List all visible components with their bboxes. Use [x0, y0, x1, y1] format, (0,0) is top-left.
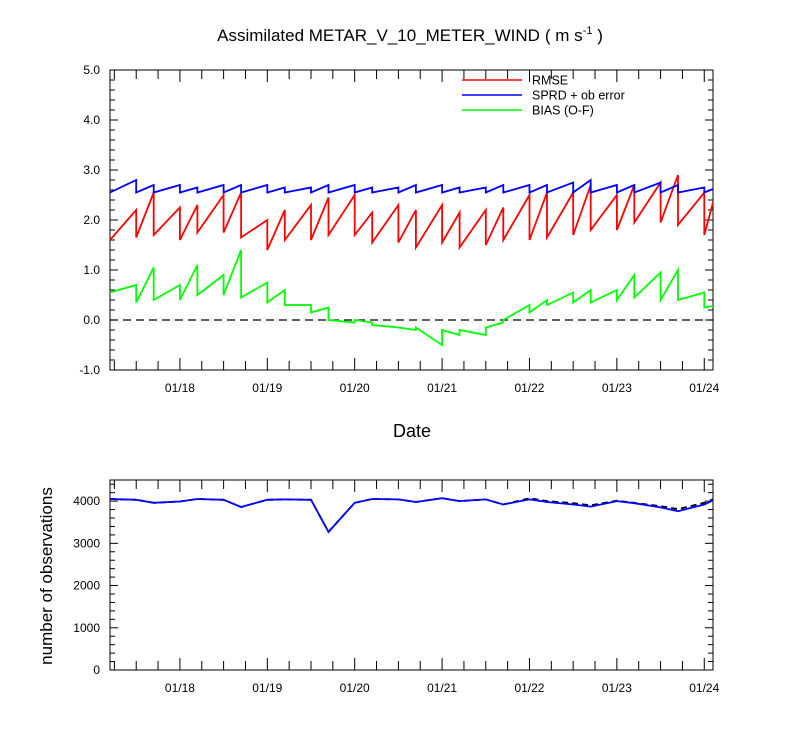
y-tick-label: 5.0	[83, 63, 100, 77]
y-tick-label: 1.0	[83, 263, 100, 277]
legend-label: SPRD + ob error	[532, 89, 625, 103]
y-tick-label: 4000	[73, 494, 100, 508]
y-tick-label: 0.0	[83, 313, 100, 327]
y-axis-label: number of observations	[37, 487, 56, 665]
series-line-sprd-ob-error	[109, 178, 714, 195]
y-tick-label: 2000	[73, 579, 100, 593]
top-chart: 01/18 01/19 01/20 01/21 01/22 01/23 01/24 -1.0 0…	[79, 63, 719, 395]
x-tick-label: 01/20	[340, 681, 370, 695]
series-line-rmse	[109, 174, 714, 251]
x-tick-label: 01/24	[689, 681, 719, 695]
y-tick-label: 0	[93, 663, 100, 677]
x-tick-label: 01/23	[602, 681, 632, 695]
series-line-observations-1	[109, 497, 714, 534]
x-tick-label: 01/23	[602, 381, 632, 395]
x-tick-label: 01/19	[252, 681, 282, 695]
legend-label: BIAS (O-F)	[532, 104, 594, 118]
y-tick-label: -1.0	[79, 363, 100, 377]
legend-label: RMSE	[532, 74, 568, 88]
series-line-bias-o-f	[109, 249, 714, 347]
x-tick-label: 01/19	[252, 381, 282, 395]
x-tick-label: 01/21	[427, 681, 457, 695]
bottom-chart: 01/18 01/19 01/20 01/21 01/22 01/23 01/24 0 1000…	[73, 479, 720, 695]
y-tick-label: 2.0	[83, 213, 100, 227]
y-tick-label: 3.0	[83, 163, 100, 177]
x-tick-label: 01/20	[340, 381, 370, 395]
x-tick-label: 01/18	[165, 381, 195, 395]
chart-title: Assimilated METAR_V_10_METER_WIND( m s-1…	[217, 25, 603, 45]
x-axis-label: Date	[393, 421, 431, 441]
x-tick-label: 01/22	[514, 381, 544, 395]
x-tick-label: 01/24	[689, 381, 719, 395]
y-tick-label: 3000	[73, 536, 100, 550]
x-tick-label: 01/18	[165, 681, 195, 695]
x-tick-label: 01/22	[514, 681, 544, 695]
plot-frame	[109, 479, 714, 671]
x-tick-label: 01/21	[427, 381, 457, 395]
series-line-observations-0	[109, 497, 714, 534]
y-tick-label: 4.0	[83, 113, 100, 127]
y-tick-label: 1000	[73, 621, 100, 635]
